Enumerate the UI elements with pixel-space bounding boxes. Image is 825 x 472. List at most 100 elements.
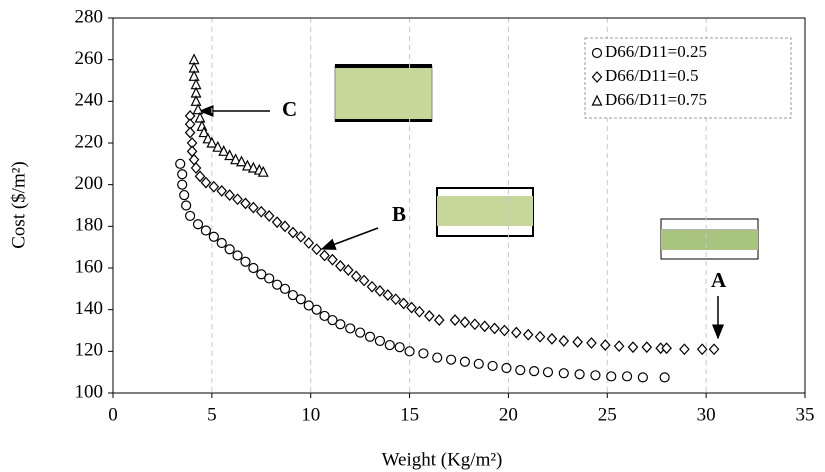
point xyxy=(186,145,198,158)
point xyxy=(264,273,275,284)
point xyxy=(606,371,617,382)
point xyxy=(335,319,346,330)
point xyxy=(208,180,220,193)
point xyxy=(190,162,202,174)
y-tick-label: 220 xyxy=(75,131,104,152)
point xyxy=(459,316,471,329)
point xyxy=(272,279,283,290)
point xyxy=(319,249,330,262)
point xyxy=(515,364,526,376)
point xyxy=(311,304,322,315)
point xyxy=(390,293,402,306)
point xyxy=(558,335,570,347)
point xyxy=(445,354,457,365)
y-tick-label: 140 xyxy=(75,298,104,319)
point xyxy=(188,153,200,166)
y-axis-label: Cost ($/m²) xyxy=(8,161,29,249)
point xyxy=(708,343,720,356)
y-tick-label: 260 xyxy=(75,48,104,69)
point xyxy=(479,320,491,333)
point xyxy=(473,358,484,369)
point xyxy=(190,94,202,106)
point xyxy=(248,262,259,274)
point xyxy=(432,352,443,363)
y-tick-label: 100 xyxy=(75,381,104,402)
point xyxy=(542,367,554,378)
point xyxy=(374,335,386,347)
annotation: C xyxy=(282,97,297,121)
annotation: B xyxy=(392,202,406,226)
point xyxy=(206,136,218,148)
x-tick-label: 35 xyxy=(796,404,815,425)
point xyxy=(366,280,378,293)
point xyxy=(192,103,204,115)
point xyxy=(600,339,611,351)
x-tick-label: 10 xyxy=(301,404,320,425)
point xyxy=(194,111,206,123)
point xyxy=(613,340,625,353)
point xyxy=(384,339,395,351)
point xyxy=(327,253,338,266)
y-tick-label: 200 xyxy=(75,173,104,194)
point xyxy=(696,343,708,356)
point xyxy=(303,300,314,311)
point xyxy=(236,155,247,167)
point xyxy=(358,274,370,287)
y-tick-label: 180 xyxy=(75,215,104,236)
legend-marker xyxy=(591,71,603,83)
y-tick-label: 240 xyxy=(75,90,104,111)
point xyxy=(232,193,243,206)
point xyxy=(394,342,405,353)
legend-marker xyxy=(591,94,603,106)
point xyxy=(192,219,204,230)
point xyxy=(374,285,386,297)
point xyxy=(319,310,330,322)
point xyxy=(279,220,291,233)
point xyxy=(501,362,512,374)
point xyxy=(345,323,356,334)
point xyxy=(295,230,307,243)
point xyxy=(240,197,251,210)
point xyxy=(295,294,306,305)
point xyxy=(350,270,362,283)
panel-icon-a xyxy=(660,218,759,260)
point xyxy=(271,216,283,229)
point xyxy=(499,324,510,337)
point xyxy=(661,342,672,355)
point xyxy=(637,372,648,383)
point xyxy=(175,158,186,169)
point xyxy=(679,343,690,356)
point xyxy=(232,250,243,261)
panel-icon-c xyxy=(334,64,433,122)
point xyxy=(216,237,227,249)
point xyxy=(287,226,299,239)
point xyxy=(224,149,236,161)
point xyxy=(558,368,569,379)
point xyxy=(459,356,471,367)
point xyxy=(218,144,230,156)
y-tick-label: 120 xyxy=(75,340,104,361)
point xyxy=(335,260,346,272)
point xyxy=(287,289,299,301)
point xyxy=(224,244,235,255)
point xyxy=(586,337,597,349)
point xyxy=(534,330,546,343)
x-tick-label: 30 xyxy=(697,404,716,425)
legend-label: D66/D11=0.25 xyxy=(605,42,707,61)
point xyxy=(240,256,251,267)
point xyxy=(546,332,558,345)
annotation-arrow xyxy=(320,227,379,250)
point xyxy=(404,346,415,357)
point xyxy=(241,159,253,171)
point xyxy=(177,169,188,180)
point xyxy=(574,369,585,380)
point xyxy=(177,179,188,190)
x-tick-label: 25 xyxy=(598,404,617,425)
point xyxy=(194,170,206,183)
point xyxy=(418,348,429,359)
point xyxy=(208,231,219,242)
point xyxy=(327,314,338,326)
x-tick-label: 5 xyxy=(207,404,217,425)
point xyxy=(303,237,315,249)
